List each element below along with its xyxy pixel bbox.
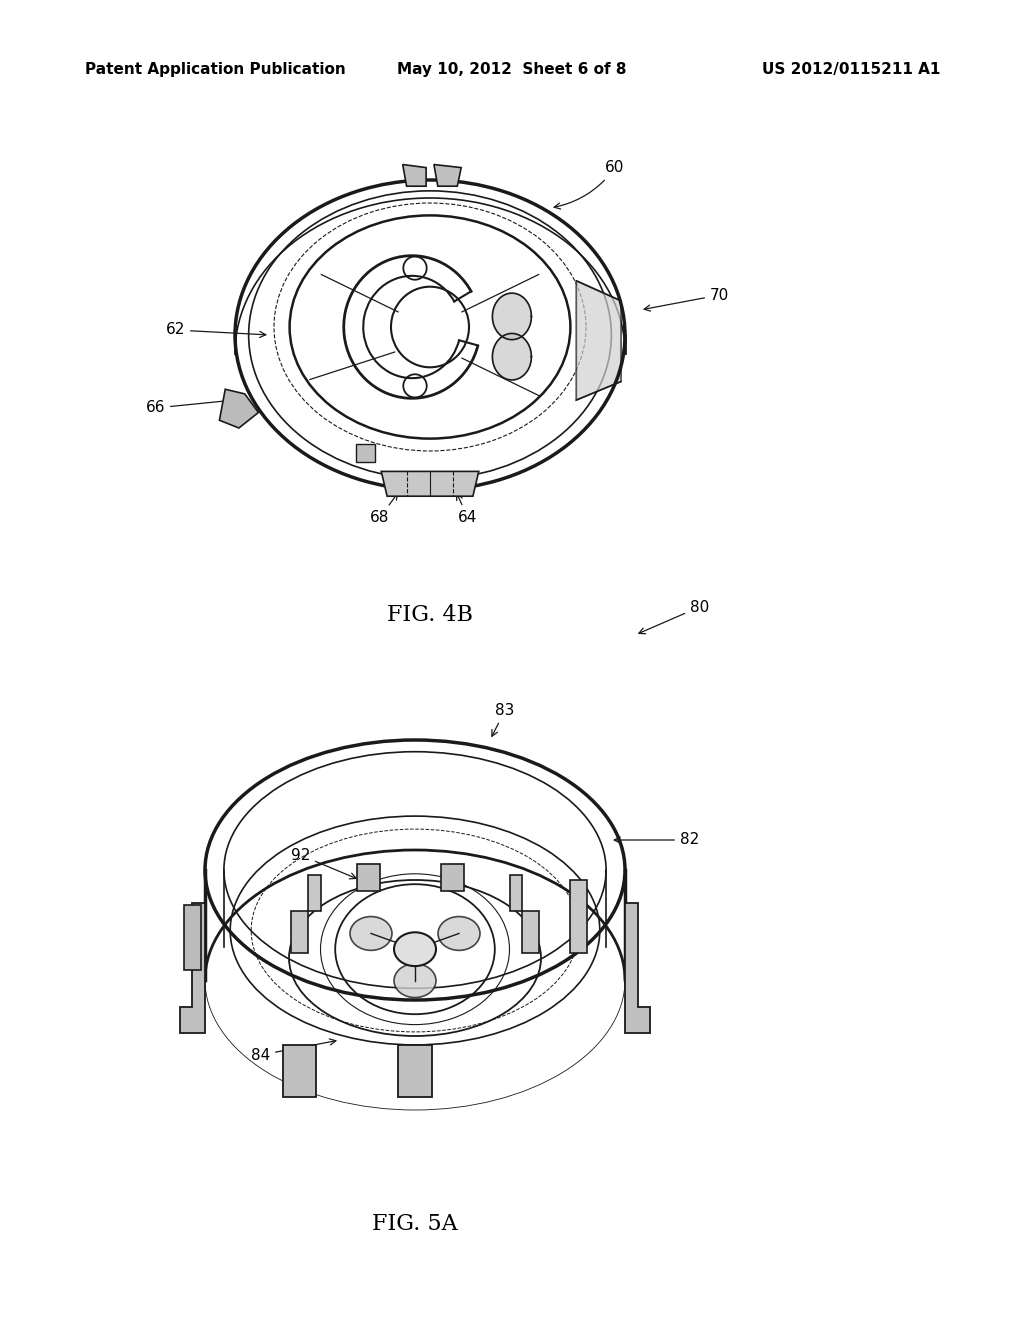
Text: 92: 92 xyxy=(291,847,356,879)
Polygon shape xyxy=(570,880,587,953)
Polygon shape xyxy=(381,471,479,496)
Polygon shape xyxy=(510,875,539,953)
Text: 60: 60 xyxy=(554,161,625,209)
Ellipse shape xyxy=(394,932,436,966)
Text: 82: 82 xyxy=(614,833,699,847)
Polygon shape xyxy=(357,863,380,891)
Polygon shape xyxy=(398,1045,432,1097)
Polygon shape xyxy=(577,281,622,400)
Text: US 2012/0115211 A1: US 2012/0115211 A1 xyxy=(762,62,940,77)
Polygon shape xyxy=(493,293,531,339)
Text: 83: 83 xyxy=(492,704,515,737)
Polygon shape xyxy=(180,903,205,1034)
Text: 84: 84 xyxy=(251,1039,336,1063)
Polygon shape xyxy=(625,903,650,1034)
Text: 66: 66 xyxy=(145,399,230,416)
Text: FIG. 5A: FIG. 5A xyxy=(372,1213,458,1236)
Ellipse shape xyxy=(350,916,392,950)
Polygon shape xyxy=(283,1045,316,1097)
Polygon shape xyxy=(402,165,426,186)
Text: May 10, 2012  Sheet 6 of 8: May 10, 2012 Sheet 6 of 8 xyxy=(397,62,627,77)
Polygon shape xyxy=(291,875,321,953)
Text: 64: 64 xyxy=(457,494,477,525)
Ellipse shape xyxy=(438,916,480,950)
Text: FIG. 4B: FIG. 4B xyxy=(387,605,473,626)
Text: 70: 70 xyxy=(644,288,729,312)
Polygon shape xyxy=(356,444,376,462)
Polygon shape xyxy=(434,165,461,186)
Polygon shape xyxy=(493,334,531,380)
Text: 68: 68 xyxy=(371,494,397,525)
Ellipse shape xyxy=(394,964,436,998)
Polygon shape xyxy=(219,389,258,428)
Text: 80: 80 xyxy=(639,599,710,634)
Polygon shape xyxy=(184,904,201,969)
Polygon shape xyxy=(441,863,464,891)
Text: Patent Application Publication: Patent Application Publication xyxy=(85,62,346,77)
Text: 62: 62 xyxy=(166,322,266,338)
